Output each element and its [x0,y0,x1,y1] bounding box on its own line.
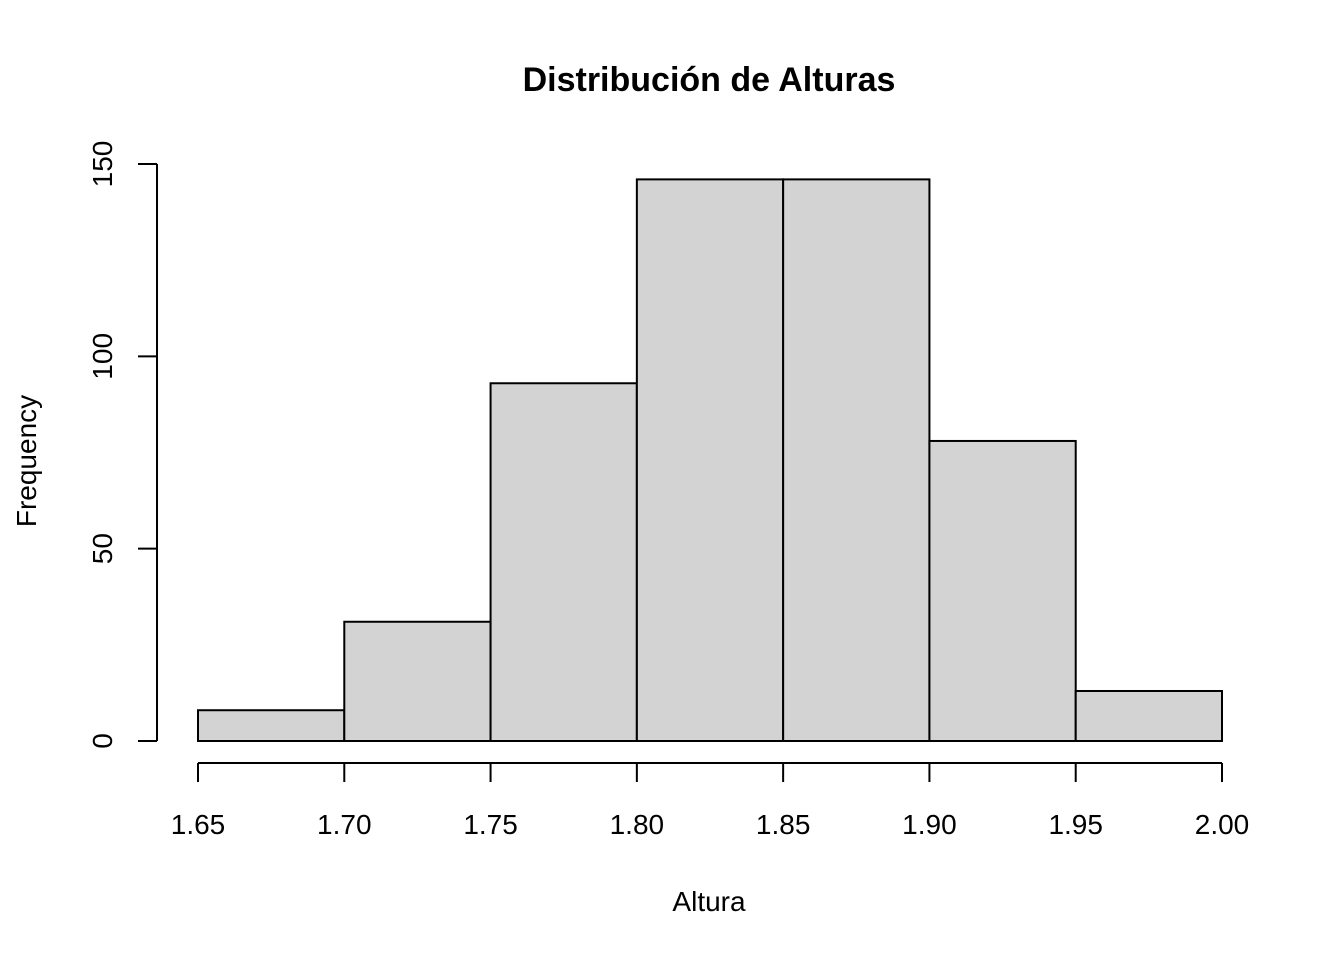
x-tick-label: 1.90 [902,809,957,840]
x-tick-label: 1.80 [610,809,665,840]
x-tick-label: 2.00 [1195,809,1250,840]
bars-group [197,178,1223,743]
y-axis-label: Frequency [11,395,42,527]
x-tick-label: 1.75 [463,809,518,840]
histogram-bar [489,382,638,742]
x-tick-label: 1.95 [1048,809,1103,840]
histogram-bar [635,178,785,743]
chart-title: Distribución de Alturas [523,61,896,99]
y-tick-label: 50 [87,533,118,564]
x-tick-label: 1.85 [756,809,811,840]
x-tick-label: 1.65 [171,809,226,840]
x-tick-label: 1.70 [317,809,372,840]
histogram-bar [197,709,346,743]
y-tick-label: 0 [87,733,118,749]
y-tick-label: 150 [87,141,118,188]
x-axis: 1.65 1.70 1.75 1.80 1.85 1.90 1.95 2.00 [171,762,1250,840]
histogram-bar [343,620,492,743]
y-axis: 0 50 100 150 [87,141,158,749]
y-tick-label: 100 [87,333,118,380]
x-axis-label: Altura [672,886,746,917]
histogram-bar [1074,689,1223,743]
histogram-bar [782,178,931,743]
histogram-bar [928,439,1077,742]
